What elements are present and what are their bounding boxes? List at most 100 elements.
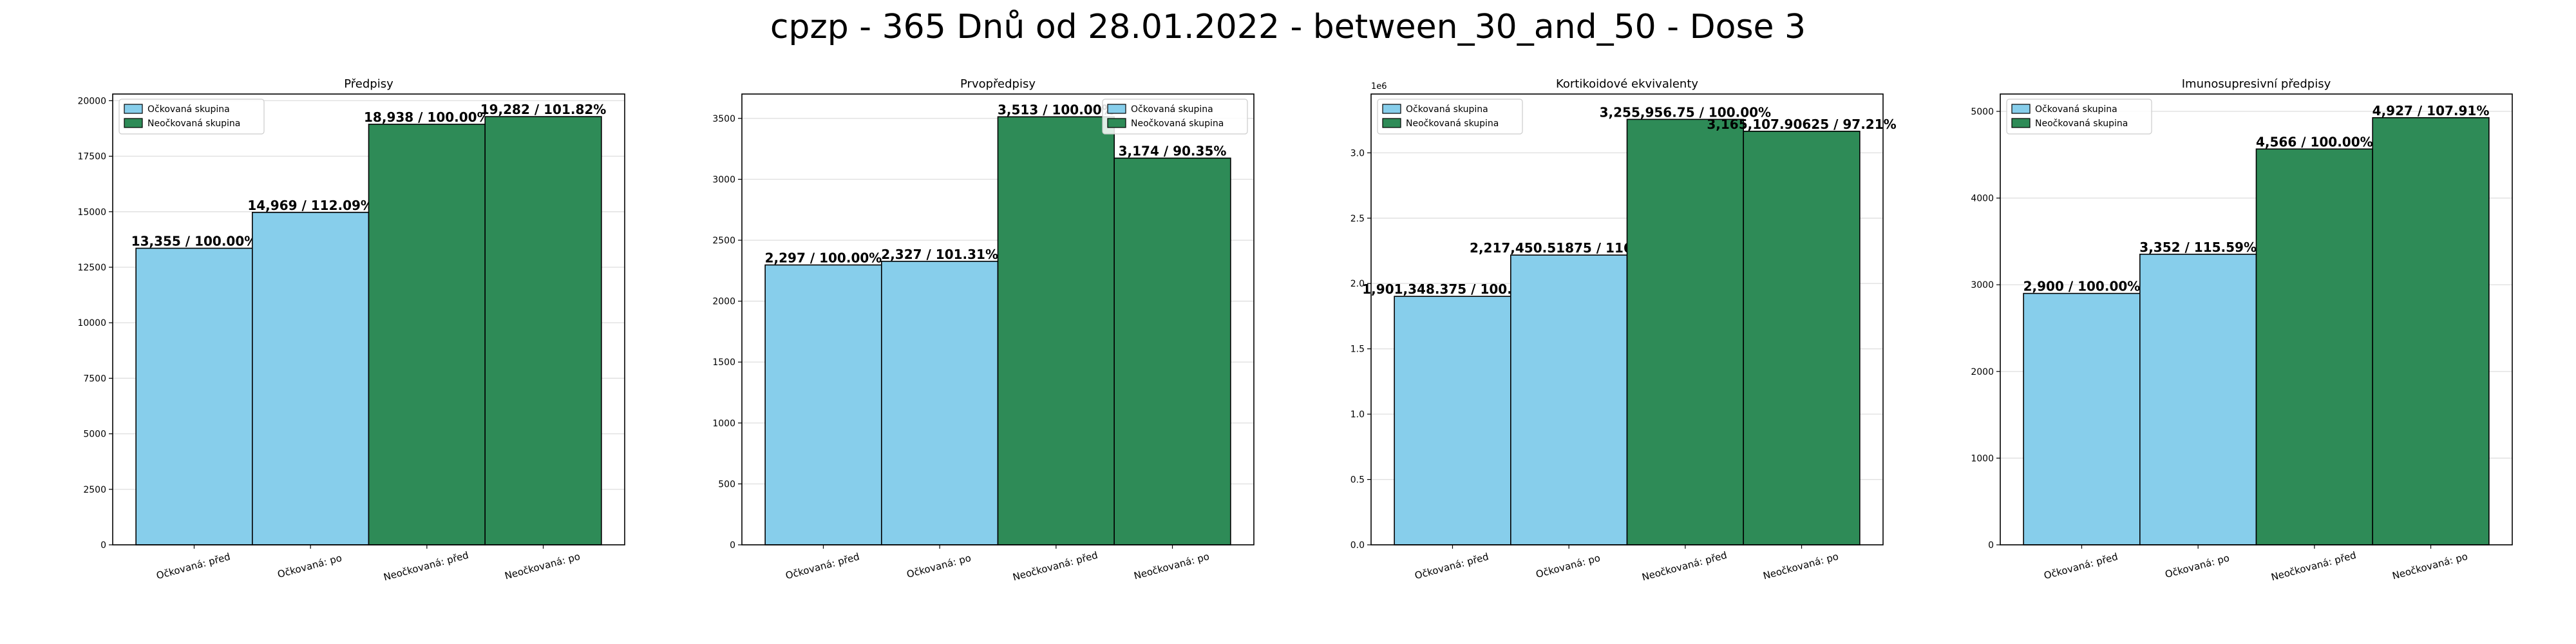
legend-label-vaccinated: Očkovaná skupina [147, 104, 230, 115]
legend-label-vaccinated: Očkovaná skupina [1406, 104, 1488, 115]
x-tick-label: Očkovaná: před [784, 551, 861, 582]
y-tick-label: 7500 [83, 374, 106, 384]
bar-value-label: 3,165,107.90625 / 97.21% [1707, 117, 1896, 132]
bar-value-label: 2,327 / 101.31% [881, 247, 998, 262]
y-tick-label: 2500 [712, 236, 735, 246]
bar-value-label: 3,174 / 90.35% [1119, 144, 1227, 159]
y-tick-label: 2000 [1971, 367, 1994, 377]
legend-swatch-unvaccinated [1382, 118, 1401, 128]
legend: Očkovaná skupina Neočkovaná skupina [2006, 99, 2152, 135]
x-tick-label: Očkovaná: po [2164, 552, 2231, 580]
bar [2023, 292, 2141, 545]
y-tick-label: 15000 [77, 207, 106, 218]
bar [2139, 253, 2257, 545]
y-offset-label: 1e6 [1371, 82, 1387, 91]
y-tick-label: 5000 [1971, 107, 1994, 117]
y-tick-label: 3000 [712, 175, 735, 185]
x-tick-label: Neočkovaná: po [1133, 551, 1211, 582]
bar-value-label: 2,297 / 100.00% [765, 250, 882, 265]
legend-box [1102, 99, 1248, 135]
x-tick-label: Očkovaná: po [1535, 552, 1602, 580]
y-tick-label: 10000 [77, 318, 106, 328]
plot-frame [1370, 93, 1884, 545]
legend-swatch-vaccinated [1107, 104, 1126, 114]
bar [135, 247, 253, 545]
x-tick-label: Neočkovaná: před [2270, 549, 2358, 583]
bar [881, 260, 999, 545]
plot-frame [112, 93, 625, 545]
x-tick-label: Neočkovaná: před [383, 549, 470, 583]
bar [764, 264, 882, 545]
plot-frame [2000, 93, 2513, 545]
y-tick-label: 12500 [77, 263, 106, 273]
bar [1510, 254, 1628, 545]
bar-value-label: 4,927 / 107.91% [2372, 103, 2490, 118]
legend-label-unvaccinated: Neočkovaná skupina [2035, 118, 2128, 129]
bar [252, 212, 370, 545]
legend-swatch-unvaccinated [1107, 118, 1126, 128]
bar [2372, 117, 2490, 545]
bar [2255, 148, 2373, 545]
legend: Očkovaná skupina Neočkovaná skupina [1102, 99, 1248, 135]
x-tick-label: Neočkovaná: po [1762, 551, 1840, 582]
x-tick-label: Neočkovaná: před [1012, 549, 1099, 583]
subplot-title: Prvopředpisy [960, 77, 1036, 91]
bar [997, 116, 1115, 545]
subplot-4: 2,900 / 100.00% Očkovaná: před 3,352 / 115… [1971, 77, 2513, 583]
bar-value-label: 3,513 / 100.00% [998, 102, 1115, 117]
subplot-title: Kortikoidové ekvivalenty [1556, 77, 1698, 91]
bar-value-label: 14,969 / 112.09% [247, 198, 374, 213]
x-tick-label: Očkovaná: před [2043, 551, 2119, 582]
figure-title: cpzp - 365 Dnů od 28.01.2022 - between_3… [770, 8, 1806, 46]
y-tick-label: 0 [730, 540, 735, 551]
y-tick-label: 5000 [83, 430, 106, 440]
y-tick-label: 2500 [83, 485, 106, 495]
legend-box [1377, 99, 1523, 135]
y-tick-label: 1.5 [1350, 345, 1365, 355]
bar [1113, 157, 1231, 545]
subplot-3: 1,901,348.375 / 100.00%Očkovaná: před2,2… [1350, 77, 1897, 583]
bar [1626, 118, 1744, 545]
legend-label-vaccinated: Očkovaná skupina [1131, 104, 1213, 115]
x-tick-label: Očkovaná: před [1414, 551, 1490, 582]
plot-frame [741, 93, 1255, 545]
subplot-1: 13,355 / 100.00% Očkovaná: před 14,969 / 1… [77, 77, 625, 583]
y-tick-label: 1000 [1971, 453, 1994, 464]
y-tick-label: 20000 [77, 96, 106, 106]
y-tick-label: 500 [718, 479, 735, 489]
legend-swatch-vaccinated [2011, 104, 2031, 114]
legend-label-vaccinated: Očkovaná skupina [2035, 104, 2117, 115]
y-tick-label: 0.0 [1350, 540, 1365, 551]
y-tick-label: 17500 [77, 152, 106, 162]
y-tick-label: 3000 [1971, 280, 1994, 290]
y-tick-label: 0 [100, 540, 106, 551]
y-tick-label: 2.5 [1350, 214, 1365, 224]
bar [484, 116, 602, 545]
bar-value-label: 19,282 / 101.82% [480, 102, 607, 117]
y-tick-label: 3.0 [1350, 148, 1365, 158]
subplot-title: Předpisy [344, 77, 393, 91]
legend-label-unvaccinated: Neočkovaná skupina [147, 118, 240, 129]
legend-swatch-unvaccinated [2011, 118, 2031, 128]
y-tick-label: 1500 [712, 357, 735, 368]
x-tick-label: Očkovaná: po [905, 552, 972, 580]
bar-value-label: 13,355 / 100.00% [131, 233, 258, 249]
x-tick-label: Očkovaná: po [276, 552, 343, 580]
y-tick-label: 0.5 [1350, 475, 1365, 486]
legend-box [2006, 99, 2152, 135]
bar [1743, 131, 1861, 545]
y-tick-label: 1000 [712, 419, 735, 429]
x-tick-label: Neočkovaná: po [2391, 551, 2469, 582]
legend-swatch-vaccinated [124, 104, 143, 114]
bar [1394, 296, 1511, 545]
bar-value-label: 4,566 / 100.00% [2256, 134, 2373, 149]
x-tick-label: Neočkovaná: před [1641, 549, 1728, 583]
legend-swatch-vaccinated [1382, 104, 1401, 114]
bar-value-label: 3,255,956.75 / 100.00% [1600, 104, 1771, 120]
legend-label-unvaccinated: Neočkovaná skupina [1131, 118, 1224, 129]
y-tick-label: 3500 [712, 114, 735, 124]
legend: Očkovaná skupina Neočkovaná skupina [118, 99, 265, 135]
bar-value-label: 18,938 / 100.00% [364, 109, 490, 125]
x-tick-label: Očkovaná: před [155, 551, 232, 582]
